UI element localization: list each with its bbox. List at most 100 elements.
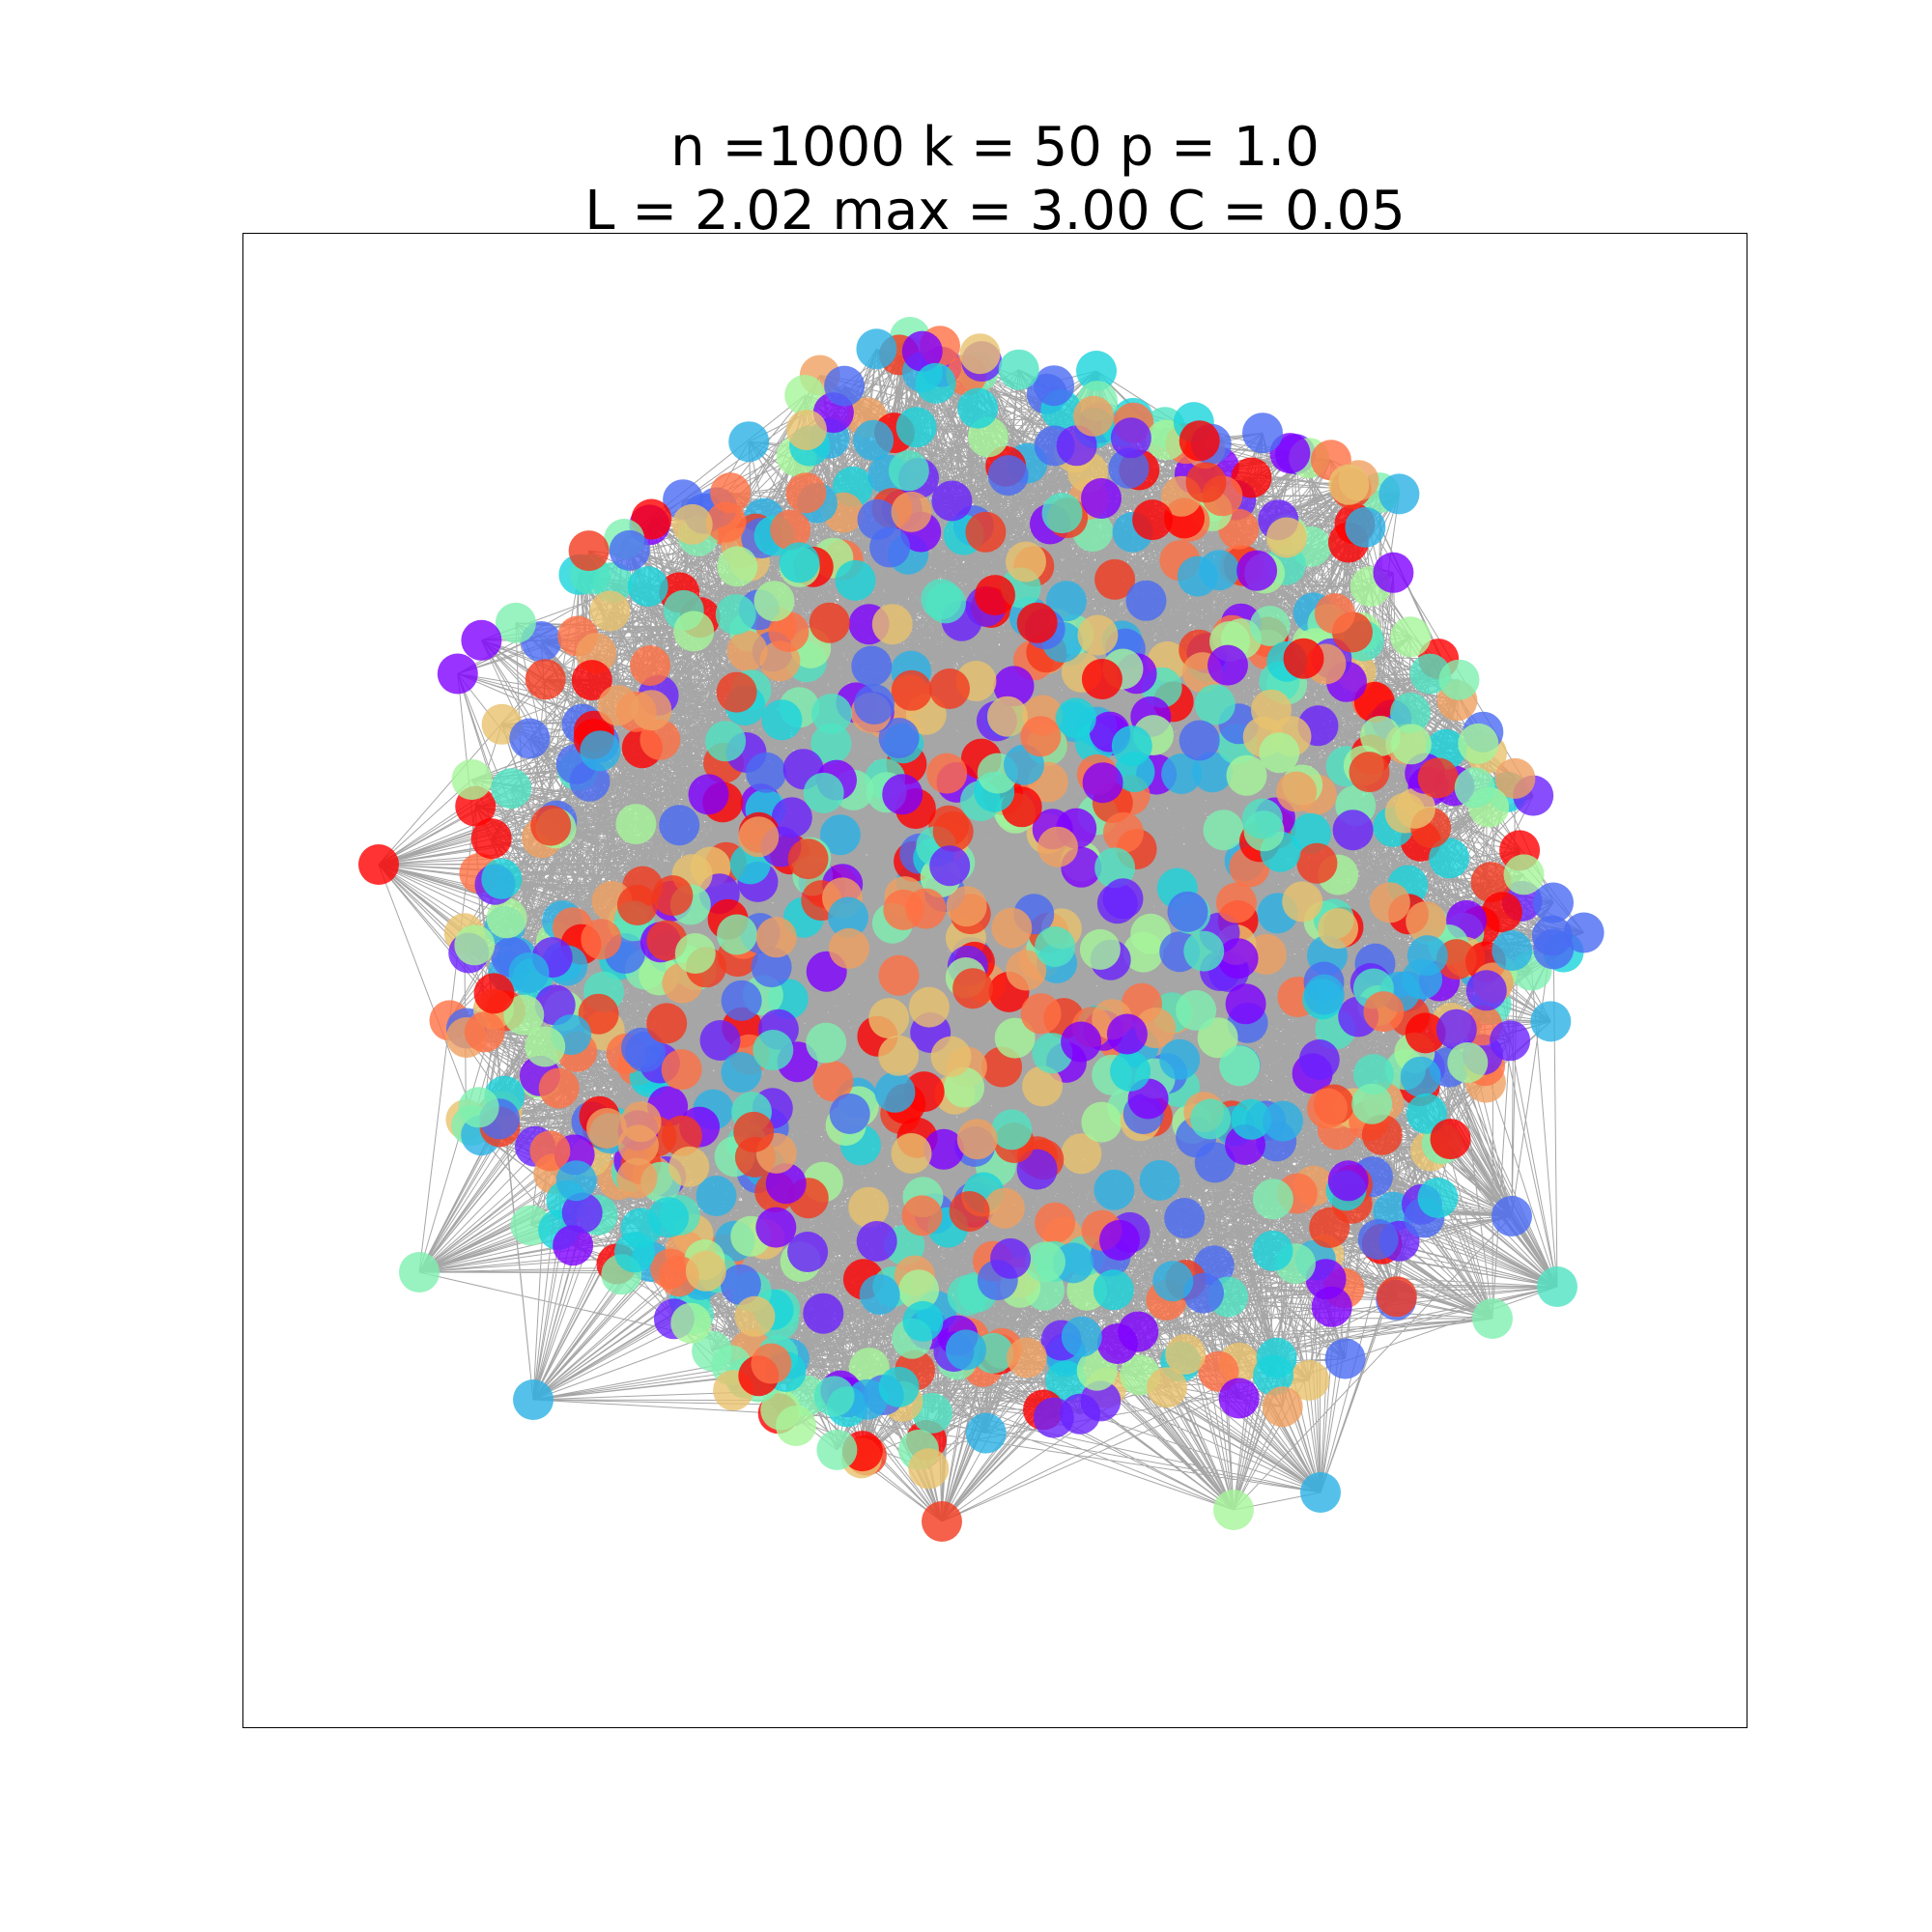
graph-node bbox=[949, 1191, 990, 1232]
graph-node bbox=[1096, 1323, 1138, 1364]
graph-node bbox=[1094, 847, 1136, 889]
graph-node bbox=[761, 699, 803, 741]
graph-node bbox=[755, 917, 797, 958]
graph-node bbox=[671, 503, 713, 545]
graph-node bbox=[1406, 901, 1447, 942]
graph-node bbox=[473, 973, 515, 1014]
graph-node bbox=[915, 362, 956, 404]
graph-node bbox=[1318, 908, 1359, 950]
graph-node bbox=[1447, 1042, 1489, 1083]
graph-node bbox=[1303, 974, 1345, 1015]
graph-node bbox=[891, 491, 932, 532]
graph-node bbox=[1311, 1286, 1352, 1327]
graph-node bbox=[555, 1160, 597, 1202]
graph-node bbox=[670, 1302, 712, 1344]
graph-node bbox=[1106, 1013, 1148, 1055]
graph-node bbox=[1102, 878, 1144, 920]
graph-node bbox=[1203, 810, 1244, 851]
graph-node bbox=[1369, 882, 1410, 923]
graph-node bbox=[990, 1237, 1032, 1279]
graph-node bbox=[946, 1329, 986, 1371]
graph-node bbox=[878, 1366, 920, 1407]
graph-node bbox=[929, 845, 971, 887]
graph-node bbox=[620, 1101, 662, 1143]
graph-node bbox=[1020, 716, 1062, 757]
graph-node bbox=[1298, 1039, 1340, 1080]
graph-node bbox=[451, 759, 493, 800]
graph-node bbox=[721, 980, 762, 1021]
graph-node bbox=[868, 998, 910, 1039]
graph-node bbox=[1296, 842, 1338, 884]
graph-node bbox=[878, 954, 920, 996]
graph-node bbox=[1082, 762, 1123, 804]
graph-node bbox=[965, 1412, 1007, 1454]
graph-node bbox=[753, 581, 795, 622]
graph-node bbox=[768, 611, 810, 652]
graph-node bbox=[1197, 1017, 1238, 1059]
graph-node bbox=[993, 666, 1035, 707]
graph-node bbox=[746, 752, 787, 793]
graph-node bbox=[869, 526, 911, 568]
graph-node bbox=[1183, 930, 1225, 972]
graph-node bbox=[674, 933, 716, 974]
graph-node bbox=[1159, 1038, 1201, 1080]
graph-node bbox=[525, 1026, 566, 1067]
graph-node bbox=[1357, 1219, 1399, 1260]
graph-node bbox=[829, 1094, 870, 1134]
graph-node bbox=[1405, 1012, 1446, 1054]
graph-node bbox=[710, 472, 752, 514]
graph-node bbox=[770, 509, 811, 551]
graph-node bbox=[901, 330, 943, 372]
graph-node bbox=[1218, 1378, 1260, 1419]
graph-node bbox=[856, 1221, 897, 1262]
graph-node bbox=[787, 1232, 829, 1272]
graph-node bbox=[803, 772, 844, 813]
graph-node bbox=[813, 1376, 855, 1417]
graph-node bbox=[1110, 417, 1151, 459]
graph-node bbox=[530, 805, 572, 846]
graph-node bbox=[1165, 1333, 1207, 1375]
graph-node bbox=[888, 450, 929, 492]
graph-node bbox=[627, 566, 668, 608]
graph-node bbox=[1563, 912, 1605, 953]
graph-node bbox=[1217, 938, 1259, 980]
graph-node bbox=[1390, 693, 1431, 733]
graph-node bbox=[753, 1030, 794, 1070]
graph-node bbox=[621, 1027, 662, 1068]
graph-node bbox=[1161, 753, 1203, 794]
graph-node bbox=[1252, 1179, 1293, 1220]
graph-node bbox=[1061, 1316, 1102, 1357]
graph-node bbox=[828, 927, 869, 969]
graph-node bbox=[1093, 1269, 1134, 1311]
graph-node bbox=[1060, 1393, 1101, 1435]
graph-node bbox=[1177, 555, 1218, 597]
graph-node bbox=[728, 421, 770, 463]
graph-node bbox=[1219, 1045, 1261, 1087]
graph-node bbox=[614, 1232, 655, 1273]
graph-node bbox=[1530, 1001, 1572, 1042]
graph-node bbox=[1183, 1272, 1224, 1314]
graph-node bbox=[806, 1022, 847, 1064]
graph-node bbox=[1417, 757, 1459, 799]
graph-node bbox=[1025, 1241, 1065, 1283]
graph-node bbox=[525, 659, 566, 700]
graph-node bbox=[1324, 1338, 1366, 1379]
graph-node bbox=[944, 1066, 985, 1108]
graph-node bbox=[1378, 473, 1420, 515]
graph-node bbox=[1099, 1219, 1140, 1261]
graph-node bbox=[847, 1378, 889, 1420]
graph-node bbox=[1076, 351, 1117, 391]
graph-node bbox=[1041, 493, 1083, 534]
title-line-1: n =1000 k = 50 p = 1.0 bbox=[670, 116, 1320, 179]
graph-node bbox=[755, 1207, 797, 1248]
graph-node bbox=[905, 888, 947, 929]
graph-node bbox=[1351, 1083, 1393, 1124]
graph-node bbox=[902, 1300, 944, 1342]
graph-node bbox=[952, 968, 994, 1009]
graph-node bbox=[816, 1429, 858, 1470]
graph-node bbox=[692, 1330, 733, 1372]
graph-node bbox=[589, 590, 631, 632]
graph-node bbox=[1481, 892, 1522, 933]
graph-node bbox=[946, 886, 987, 927]
graph-node bbox=[1061, 1133, 1102, 1175]
